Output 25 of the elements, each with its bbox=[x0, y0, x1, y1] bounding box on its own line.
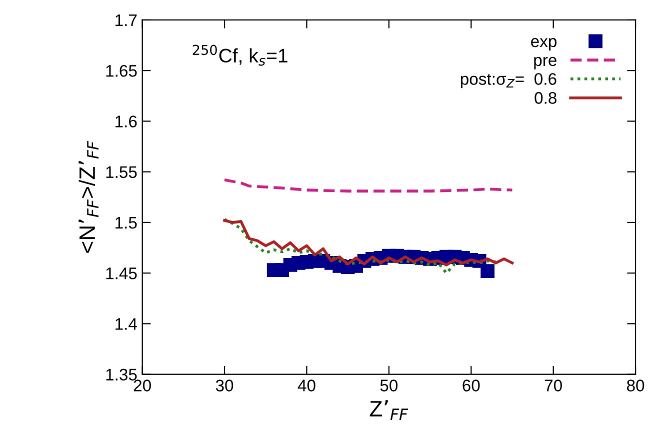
x-tick-label: 60 bbox=[462, 380, 480, 392]
x-tick-label: 40 bbox=[298, 380, 316, 392]
y-tick-label: 1.35 bbox=[106, 368, 137, 381]
annotation: $^{250}$Cf, k$_{s}$=1 bbox=[192, 44, 288, 66]
x-tick-label: 70 bbox=[544, 380, 562, 392]
legend-label: post:σ$_{Z}$= 0.6 bbox=[460, 73, 556, 88]
y-tick-label: 1.65 bbox=[106, 64, 137, 77]
y-axis-title: <N’$_{FF}$>/Z’$_{FF}$ bbox=[78, 140, 98, 253]
y-tick-label: 1.6 bbox=[116, 116, 137, 128]
line-series bbox=[223, 178, 514, 192]
x-axis-title: Z’$_{FF}$ bbox=[370, 400, 408, 420]
x-tick-label: 30 bbox=[216, 380, 234, 392]
legend-label: 0.8 bbox=[534, 92, 556, 104]
legend-label: pre bbox=[534, 56, 556, 70]
y-tick-label: 1.5 bbox=[116, 217, 137, 229]
y-tick-label: 1.55 bbox=[106, 166, 137, 178]
x-tick-label: 50 bbox=[380, 380, 398, 392]
line-series bbox=[223, 218, 498, 274]
y-tick-label: 1.4 bbox=[116, 318, 137, 330]
y-tick-label: 1.7 bbox=[116, 14, 137, 26]
legend-label: exp bbox=[531, 38, 556, 50]
x-tick-label: 20 bbox=[134, 380, 151, 392]
y-tick-label: 1.45 bbox=[106, 268, 137, 280]
point bbox=[480, 264, 495, 278]
x-tick-label: 80 bbox=[626, 380, 644, 392]
